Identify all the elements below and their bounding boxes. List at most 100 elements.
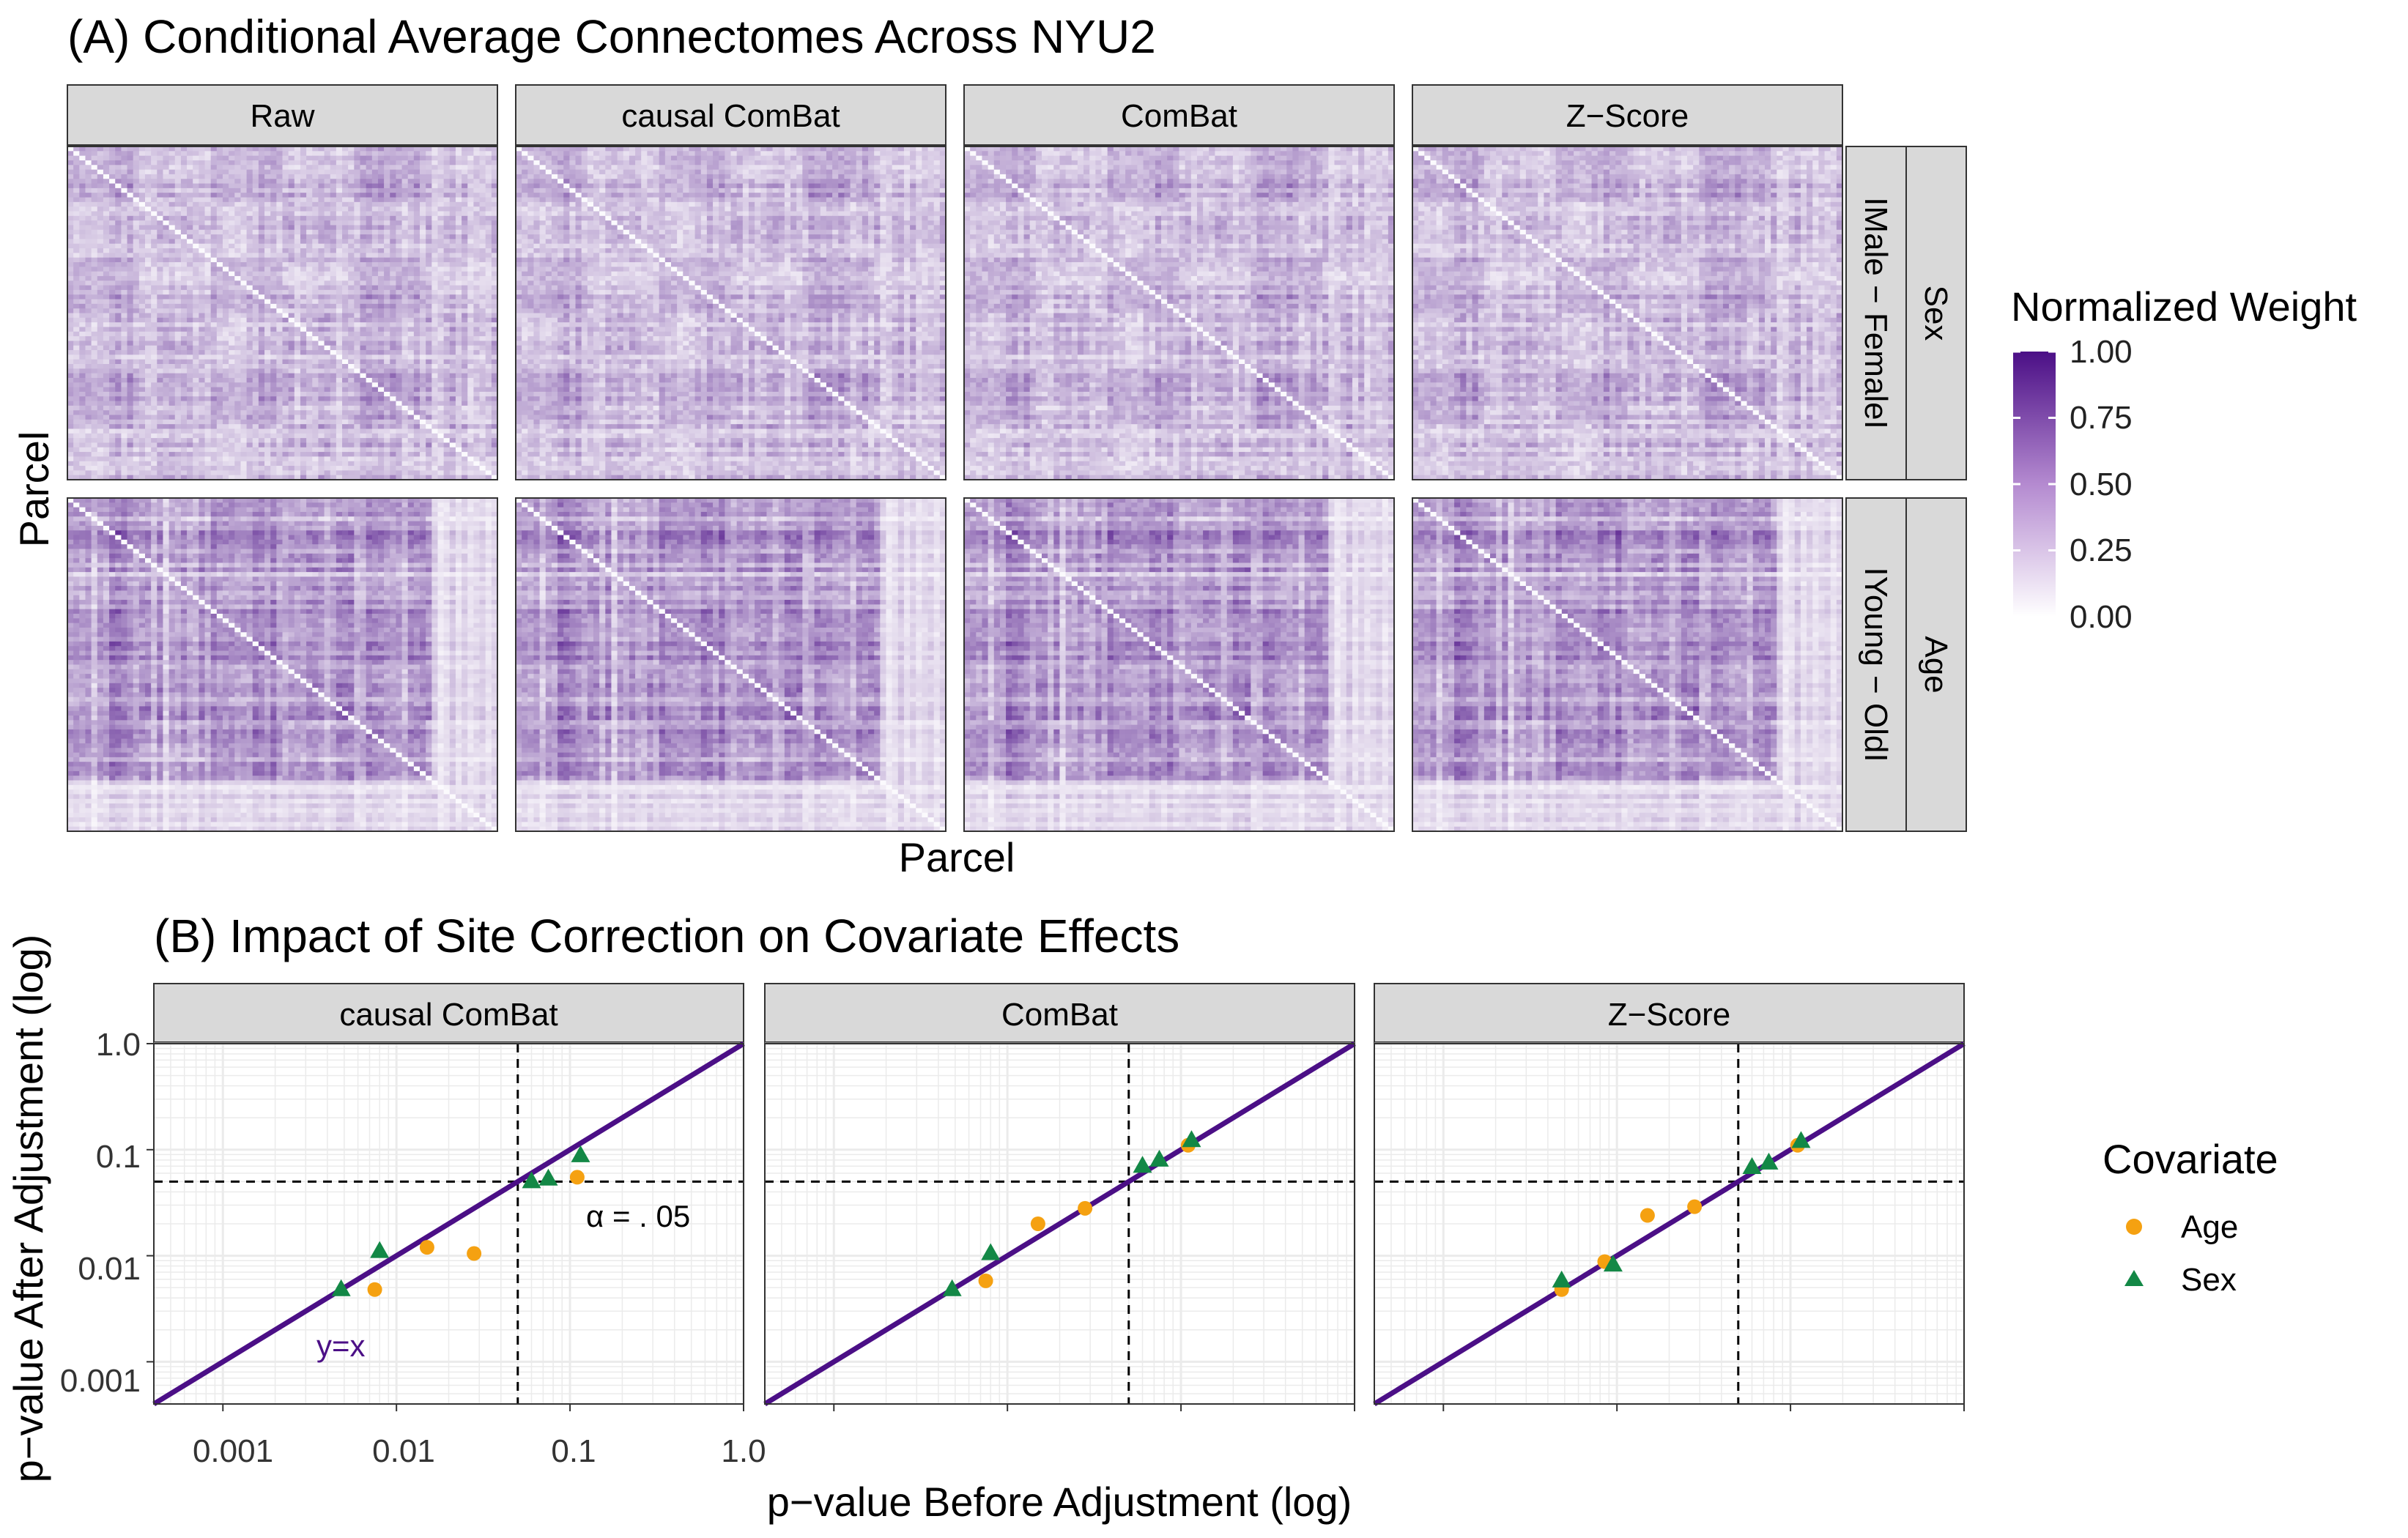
data-point-age [419, 1240, 434, 1255]
x-tick-label: 0.001 [193, 1433, 273, 1469]
gridlines [764, 1042, 1356, 1405]
strip-age-outer [1905, 497, 1967, 832]
panel-a-title: (A) Conditional Average Connectomes Acro… [67, 10, 1156, 63]
strip-age-inner-label: IYoung − OldI [1858, 567, 1894, 762]
panel-a-xlabel: Parcel [899, 834, 1015, 880]
connectome-heatmap [67, 146, 498, 480]
data-point-sex [1149, 1149, 1169, 1167]
data-point-sex [331, 1279, 351, 1296]
legend-age-marker [2126, 1219, 2142, 1235]
strip-b-combat [764, 983, 1355, 1043]
colorbar-tick-label: 0.25 [2070, 532, 2133, 568]
panel-a-column-strips: Raw causal ComBat ComBat Z−Score [67, 84, 1843, 146]
gridlines [153, 1042, 745, 1405]
strip-zscore-label: Z−Score [1566, 98, 1689, 134]
y-tick-label: 0.01 [78, 1251, 141, 1287]
legend-sex-label: Sex [2181, 1262, 2237, 1298]
x-axis-ticks: 0.001 0.01 0.1 1.0 [193, 1433, 766, 1469]
data-point-sex [370, 1241, 390, 1258]
strip-sex-outer-label: Sex [1918, 286, 1954, 341]
alpha-annotation: α = . 05 [586, 1199, 690, 1233]
strip-causal-combat [515, 84, 946, 146]
x-tick-label: 0.1 [551, 1433, 596, 1469]
data-point-sex [1759, 1152, 1779, 1170]
strip-combat [963, 84, 1395, 146]
strip-sex-outer [1905, 146, 1967, 480]
colorbar-legend: Normalized Weight 1.00 0.75 0.50 0.25 0.… [2011, 283, 2357, 635]
strip-sex-inner [1845, 146, 1907, 480]
connectome-heatmap [515, 146, 946, 480]
data-point-sex [522, 1171, 541, 1189]
colorbar-title: Normalized Weight [2011, 283, 2357, 330]
strip-b-causal-combat-label: causal ComBat [339, 997, 557, 1033]
data-point-sex [538, 1168, 558, 1186]
connectome-heatmap [1412, 497, 1843, 832]
panel-b-xlabel: p−value Before Adjustment (log) [767, 1479, 1352, 1525]
strip-combat-label: ComBat [1121, 98, 1237, 134]
data-point-sex [942, 1279, 962, 1296]
scatter-panel [147, 1041, 745, 1411]
strip-age-outer-label: Age [1918, 636, 1954, 693]
legend-sex-marker [2124, 1270, 2144, 1286]
strip-b-combat-label: ComBat [1001, 997, 1118, 1033]
panel-b-title: (B) Impact of Site Correction on Covaria… [154, 910, 1179, 962]
plot-border [1374, 1043, 1965, 1405]
plot-border [153, 1043, 744, 1405]
scatter-panel [763, 1041, 1356, 1411]
data-point-sex [1791, 1131, 1811, 1148]
colorbar-tick-label: 1.00 [2070, 334, 2133, 370]
panel-a-row-strips: IMale − FemaleI Sex IYoung − OldI Age [1845, 146, 1967, 832]
scatter-panels [147, 1041, 1966, 1411]
identity-line-label: y=x [316, 1329, 366, 1363]
strip-sex-inner-label: IMale − FemaleI [1858, 197, 1894, 429]
strip-b-zscore-label: Z−Score [1608, 997, 1731, 1033]
strip-b-causal-combat [153, 983, 744, 1043]
covariate-legend-title: Covariate [2103, 1136, 2278, 1182]
covariate-legend: Covariate Age Sex [2103, 1136, 2278, 1298]
connectome-heatmap [963, 497, 1395, 832]
strip-b-zscore [1374, 983, 1965, 1043]
strip-zscore [1412, 84, 1843, 146]
panel-b-strips: causal ComBat ComBat Z−Score [153, 983, 1965, 1043]
data-point-age [978, 1273, 993, 1288]
x-tick-label: 1.0 [721, 1433, 766, 1469]
colorbar-tick-label: 0.75 [2070, 400, 2133, 436]
data-point-sex [571, 1145, 590, 1162]
axis-ticks [1442, 1404, 1965, 1411]
axis-ticks [147, 1043, 744, 1411]
data-point-age [1687, 1199, 1703, 1214]
axis-ticks [833, 1404, 1355, 1411]
data-point-sex [981, 1243, 1001, 1260]
data-point-sex [1182, 1130, 1201, 1148]
strip-causal-combat-label: causal ComBat [621, 98, 840, 134]
data-point-age [1030, 1216, 1045, 1231]
colorbar-tick-label: 0.00 [2070, 599, 2133, 635]
y-tick-label: 0.001 [60, 1363, 141, 1399]
y-tick-label: 1.0 [96, 1027, 141, 1063]
x-tick-label: 0.01 [372, 1433, 435, 1469]
strip-age-inner [1845, 497, 1907, 832]
y-tick-label: 0.1 [96, 1139, 141, 1175]
colorbar-ticks [2013, 350, 2056, 618]
data-point-sex [1133, 1156, 1152, 1173]
connectome-heatmap [1412, 146, 1843, 480]
scatter-panel [1373, 1041, 1966, 1411]
connectome-heatmap [67, 497, 498, 832]
data-point-sex [1603, 1255, 1623, 1272]
strip-raw-label: Raw [250, 98, 314, 134]
strip-raw [67, 84, 498, 146]
panel-a-ylabel: Parcel [11, 431, 57, 548]
data-point-age [1640, 1208, 1655, 1223]
plot-border [764, 1043, 1355, 1405]
data-point-sex [1552, 1270, 1571, 1288]
colorbar-tick-label: 0.50 [2070, 467, 2133, 502]
data-point-sex [1742, 1157, 1762, 1175]
connectome-heatmap [963, 146, 1395, 480]
data-point-age [367, 1282, 382, 1297]
data-point-age [569, 1170, 585, 1185]
identity-line [1373, 1041, 1966, 1406]
data-point-age [1078, 1200, 1093, 1216]
identity-line [152, 1041, 745, 1406]
y-axis-ticks: 1.0 0.1 0.01 0.001 [60, 1027, 141, 1399]
